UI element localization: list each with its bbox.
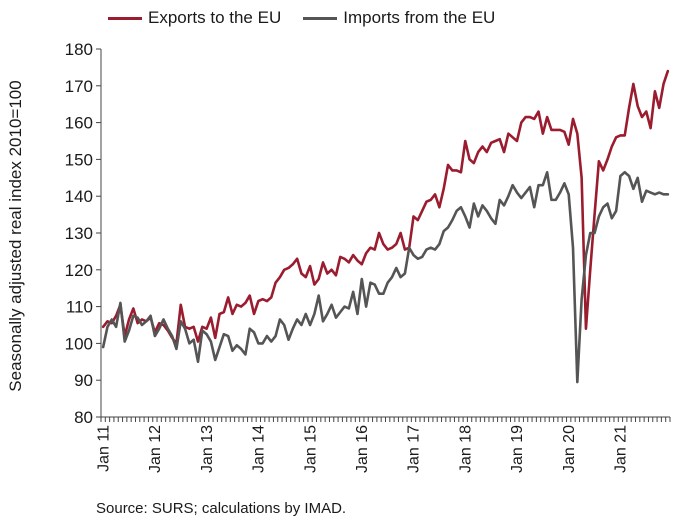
y-tick-label: 130 [65, 224, 93, 243]
series-line-imports [101, 170, 670, 384]
x-tick-label: Jan 11 [95, 425, 112, 472]
y-axis-title-text: Seasonally adjusted real index 2010=100 [6, 80, 25, 392]
y-tick-label: 90 [74, 371, 93, 390]
legend-label-imports: Imports from the EU [343, 8, 496, 27]
legend: Exports to the EU Imports from the EU [108, 8, 495, 28]
x-tick-label: Jan 12 [147, 425, 164, 473]
x-tick-label: Jan 13 [199, 425, 216, 473]
y-tick-label: 170 [65, 77, 93, 96]
x-tick-label: Jan 16 [354, 425, 371, 473]
legend-item-imports: Imports from the EU [303, 8, 495, 28]
legend-label-exports: Exports to the EU [148, 8, 282, 27]
y-tick-label: 100 [65, 334, 93, 353]
y-tick-label: 140 [65, 187, 93, 206]
y-tick-label: 120 [65, 261, 93, 280]
x-tick-label: Jan 15 [302, 425, 319, 473]
y-tick-label: 150 [65, 150, 93, 169]
x-tick-label: Jan 14 [251, 425, 268, 473]
y-tick-label: 160 [65, 114, 93, 133]
legend-swatch-imports [303, 16, 338, 20]
series-line-exports [101, 69, 670, 345]
x-tick-label: Jan 19 [509, 425, 526, 473]
legend-swatch-exports [108, 16, 142, 20]
y-tick-label: 180 [65, 40, 93, 59]
x-tick-label: Jan 18 [457, 425, 474, 473]
y-tick-label: 110 [66, 298, 93, 317]
x-tick-label: Jan 21 [613, 425, 630, 473]
legend-item-exports: Exports to the EU [108, 8, 281, 28]
x-tick-label: Jan 17 [406, 425, 423, 473]
x-tick-label: Jan 20 [561, 425, 578, 473]
source-note: Source: SURS; calculations by IMAD. [96, 500, 347, 517]
y-tick-label: 80 [74, 408, 93, 427]
